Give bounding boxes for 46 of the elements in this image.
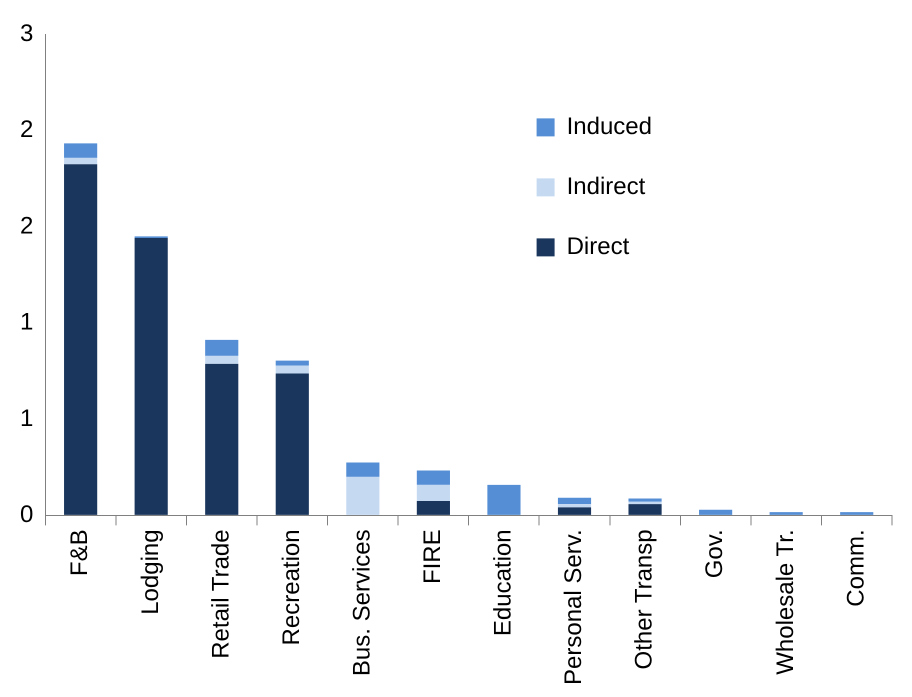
bar xyxy=(558,507,592,515)
bar xyxy=(628,504,662,515)
x-tick-label: Lodging xyxy=(136,529,164,615)
legend-label: Induced xyxy=(566,113,652,140)
legend-label: Direct xyxy=(566,233,630,260)
x-tick-label: F&B xyxy=(66,529,94,576)
bar xyxy=(64,143,98,158)
bar xyxy=(276,373,309,515)
bar xyxy=(416,500,450,515)
y-tick-label: 1 xyxy=(20,404,34,432)
bar xyxy=(416,484,450,501)
bar xyxy=(628,498,662,502)
bar xyxy=(205,340,238,356)
bar xyxy=(64,158,98,164)
bar xyxy=(205,356,238,364)
y-tick-label: 3 xyxy=(20,20,34,48)
x-tick-label: Wholesale Tr. xyxy=(772,529,799,675)
y-tick-label: 1 xyxy=(20,308,34,336)
x-tick-label: Gov. xyxy=(701,529,728,578)
bar xyxy=(346,476,380,515)
bar xyxy=(487,484,521,515)
bar xyxy=(346,462,380,477)
bar xyxy=(558,498,592,504)
x-tick-label: Comm. xyxy=(842,529,870,607)
bar xyxy=(770,512,803,515)
x-tick-label: Personal Serv. xyxy=(560,529,588,685)
bar xyxy=(840,512,874,515)
y-tick-label: 2 xyxy=(20,116,34,144)
x-tick-label: FIRE xyxy=(419,529,446,584)
bar xyxy=(134,238,168,515)
bar xyxy=(276,365,309,374)
x-tick-label: Other Transp xyxy=(630,529,658,670)
bar xyxy=(64,164,98,515)
x-tick-label: Retail Trade xyxy=(207,529,234,659)
bar xyxy=(699,510,732,515)
x-tick-label: Recreation xyxy=(278,529,305,646)
x-tick-label: Bus. Services xyxy=(348,529,376,676)
bar xyxy=(558,504,592,508)
bar xyxy=(628,502,662,504)
bar xyxy=(205,364,238,515)
y-tick-label: 2 xyxy=(20,212,34,240)
x-tick-label: Education xyxy=(490,529,517,636)
bar xyxy=(416,470,450,485)
bar xyxy=(276,360,309,366)
legend-label: Indirect xyxy=(566,173,646,200)
y-tick-label: 0 xyxy=(20,501,34,528)
